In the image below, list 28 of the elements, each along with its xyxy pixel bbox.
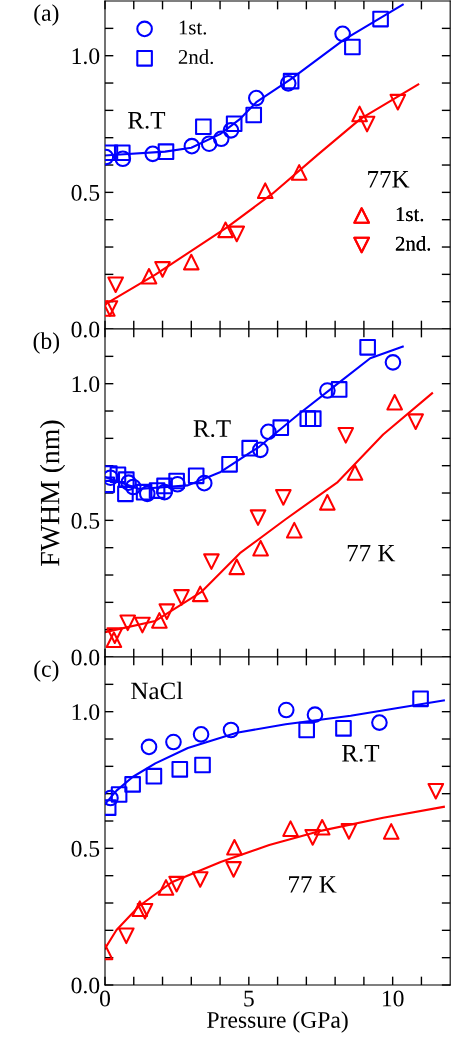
- y-tick-label: 1.0: [72, 376, 100, 393]
- annotation: R.T: [128, 112, 166, 129]
- legend-label: 1st.: [179, 20, 207, 35]
- chart-title: (a): [34, 4, 59, 26]
- x-tick-label: 5: [244, 990, 254, 1007]
- y-tick-label: 0.5: [71, 512, 100, 529]
- annotation: R.T: [342, 745, 380, 762]
- y-tick-label: 0.5: [71, 184, 100, 201]
- y-axis-title: FWHM (nm): [39, 420, 66, 566]
- x-tick-label: 0: [100, 990, 110, 1007]
- y-tick-label: 1.0: [72, 704, 100, 721]
- y-tick-label: 0.5: [71, 840, 100, 857]
- chart-title: (c): [34, 660, 59, 682]
- annotation: 77 K: [289, 876, 337, 893]
- legend-label: 2nd.: [178, 49, 213, 65]
- y-tick-label: 1.0: [72, 48, 100, 65]
- legend-label: 2nd.: [395, 235, 431, 251]
- legend-label: 1st.: [396, 207, 424, 222]
- annotation: NaCl: [131, 681, 183, 700]
- annotation: 77 K: [347, 544, 396, 562]
- chart-title: (b): [33, 332, 60, 354]
- x-tick-label: 10: [382, 990, 404, 1007]
- y-tick-label: 0.0: [71, 649, 100, 666]
- y-tick-label: 0.0: [71, 977, 100, 994]
- y-tick-label: 0.0: [71, 321, 100, 338]
- x-axis-title: Pressure (GPa): [207, 1011, 348, 1033]
- annotation: 77K: [368, 171, 410, 188]
- annotation: R.T: [193, 420, 231, 438]
